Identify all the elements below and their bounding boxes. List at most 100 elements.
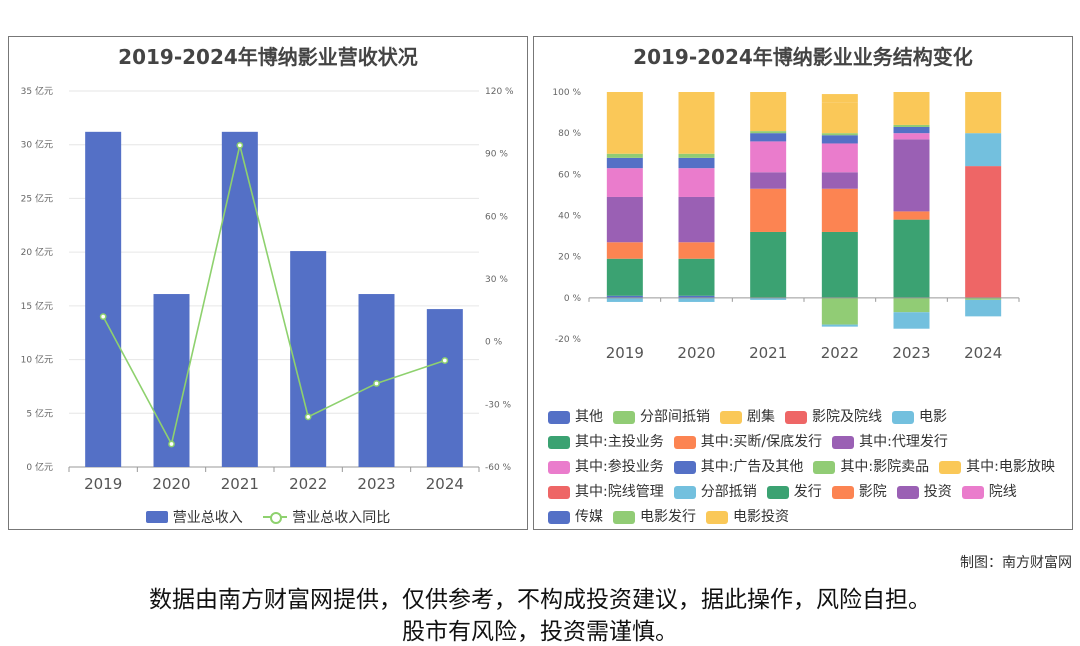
stacked-segment — [606, 297, 643, 302]
stacked-segment — [678, 295, 715, 298]
legend-item[interactable]: 电影 — [892, 405, 947, 430]
y-axis-tick-label: -20 % — [555, 335, 582, 345]
legend-item[interactable]: 传媒 — [548, 505, 603, 530]
stacked-segment — [965, 299, 1002, 317]
legend-item[interactable]: 其中:代理发行 — [832, 430, 948, 455]
x-axis-tick-label: 2024 — [426, 475, 464, 493]
y-axis-tick-label: 80 % — [558, 129, 581, 139]
y-left-tick-label: 15 亿元 — [21, 300, 53, 312]
legend-item[interactable]: 其中:电影放映 — [939, 455, 1055, 480]
legend-item-yoy[interactable]: 营业总收入同比 — [263, 507, 390, 527]
legend-item[interactable]: 分部抵销 — [673, 480, 757, 505]
y-right-tick-label: 0 % — [485, 338, 503, 348]
legend-item[interactable]: 投资 — [896, 480, 952, 505]
yoy-line — [102, 145, 446, 447]
legend-item[interactable]: 剧集 — [720, 405, 775, 430]
legend-item[interactable]: 其他 — [548, 405, 603, 430]
legend-item[interactable]: 电影投资 — [706, 505, 789, 530]
legend-item-revenue[interactable]: 营业总收入 — [145, 507, 243, 527]
stacked-segment — [750, 297, 787, 300]
stacked-segment — [821, 94, 858, 103]
legend-label: 影院 — [858, 484, 887, 500]
legend-swatch — [548, 411, 570, 424]
legend-item[interactable]: 其中:买断/保底发行 — [673, 430, 822, 455]
legend-item[interactable]: 影院及院线 — [785, 405, 882, 430]
legend-label: 其中:主投业务 — [575, 434, 664, 450]
legend-label: 其中:院线管理 — [575, 484, 664, 500]
x-axis-tick-label: 2023 — [357, 475, 395, 493]
stacked-segment — [821, 231, 858, 298]
stacked-segment — [821, 102, 858, 134]
legend-label: 传媒 — [575, 509, 603, 525]
x-axis-tick-label: 2024 — [964, 344, 1002, 362]
stacked-segment — [750, 231, 787, 298]
x-axis-tick-label: 2021 — [221, 475, 259, 493]
legend-swatch — [766, 486, 789, 499]
legend-label: 分部间抵销 — [640, 409, 710, 425]
legend-label: 其中:代理发行 — [859, 434, 948, 450]
yoy-point — [236, 141, 244, 149]
revenue-bar — [426, 309, 463, 467]
legend-swatch — [831, 486, 854, 499]
x-axis-tick-label: 2020 — [677, 344, 715, 362]
legend-swatch — [613, 511, 635, 524]
revenue-chart-panel: 2019-2024年博纳影业营收状况 0 亿元 5 亿元 10 亿元 15 亿元 20 … — [8, 36, 528, 530]
stacked-segment — [678, 242, 715, 259]
legend-swatch — [673, 436, 696, 449]
x-axis-tick-label: 2020 — [152, 475, 190, 493]
legend-item[interactable]: 影院 — [831, 480, 887, 505]
x-axis-tick-label: 2023 — [892, 344, 930, 362]
legend-label: 电影投资 — [733, 509, 789, 525]
y-left-tick-label: 0 亿元 — [26, 461, 53, 473]
structure-chart-title: 2019-2024年博纳影业业务结构变化 — [633, 45, 973, 69]
stacked-segment — [678, 258, 715, 296]
yoy-point — [373, 380, 380, 387]
stacked-segment — [606, 157, 643, 169]
revenue-bar — [290, 251, 327, 467]
stacked-segment — [750, 188, 787, 232]
chart-credit: 制图：南方财富网 — [960, 555, 1072, 571]
stacked-segment — [965, 133, 1002, 167]
legend-label: 电影 — [919, 409, 947, 425]
y-left-tick-label: 30 亿元 — [21, 139, 53, 151]
y-axis-tick-label: 100 % — [552, 88, 581, 98]
legend-swatch — [939, 461, 962, 474]
yoy-point — [441, 357, 449, 364]
stacked-segment — [606, 258, 643, 296]
stacked-segment — [965, 297, 1002, 300]
legend-label: 其中:影院卖品 — [840, 459, 930, 475]
y-right-tick-label: -60 % — [485, 463, 512, 473]
stacked-segment — [606, 92, 643, 154]
legend-item[interactable]: 分部间抵销 — [613, 405, 710, 430]
x-axis-tick-label: 2022 — [821, 344, 859, 362]
revenue-chart-svg: 0 亿元 5 亿元 10 亿元 15 亿元 20 亿元 25 亿元 30 亿元 35 亿元 -6… — [21, 85, 514, 493]
legend-item[interactable]: 其中:院线管理 — [548, 480, 664, 505]
disclaimer-line-2: 股市有风险，投资需谨慎。 — [402, 619, 678, 645]
legend-item[interactable]: 其中:广告及其他 — [673, 455, 803, 480]
stacked-segment — [965, 92, 1002, 134]
revenue-bar — [221, 131, 258, 467]
legend-swatch — [785, 411, 807, 424]
legend-label: 投资 — [923, 484, 952, 500]
stacked-segment — [893, 312, 930, 329]
legend-label: 电影发行 — [640, 509, 696, 525]
stacked-segment — [750, 172, 787, 189]
legend-item[interactable]: 发行 — [766, 480, 822, 505]
legend-item[interactable]: 院线 — [961, 480, 1017, 505]
legend-swatch — [613, 411, 635, 424]
legend-item[interactable]: 其中:影院卖品 — [813, 455, 929, 480]
y-right-tick-label: 30 % — [485, 275, 508, 285]
y-axis-tick-label: 20 % — [558, 253, 581, 263]
stacked-segment — [750, 131, 787, 134]
revenue-chart-title: 2019-2024年博纳影业营收状况 — [118, 45, 418, 69]
legend-swatch — [548, 511, 570, 524]
legend-item[interactable]: 电影发行 — [613, 505, 696, 530]
legend-item[interactable]: 其中:参投业务 — [548, 455, 664, 480]
legend-item[interactable]: 其中:主投业务 — [548, 430, 664, 455]
stacked-segment — [821, 143, 858, 173]
stacked-segment — [750, 92, 787, 132]
stacked-segment — [678, 297, 715, 302]
legend-swatch — [548, 436, 570, 449]
legend-label: 分部抵销 — [700, 484, 757, 500]
legend-swatch — [673, 461, 696, 474]
